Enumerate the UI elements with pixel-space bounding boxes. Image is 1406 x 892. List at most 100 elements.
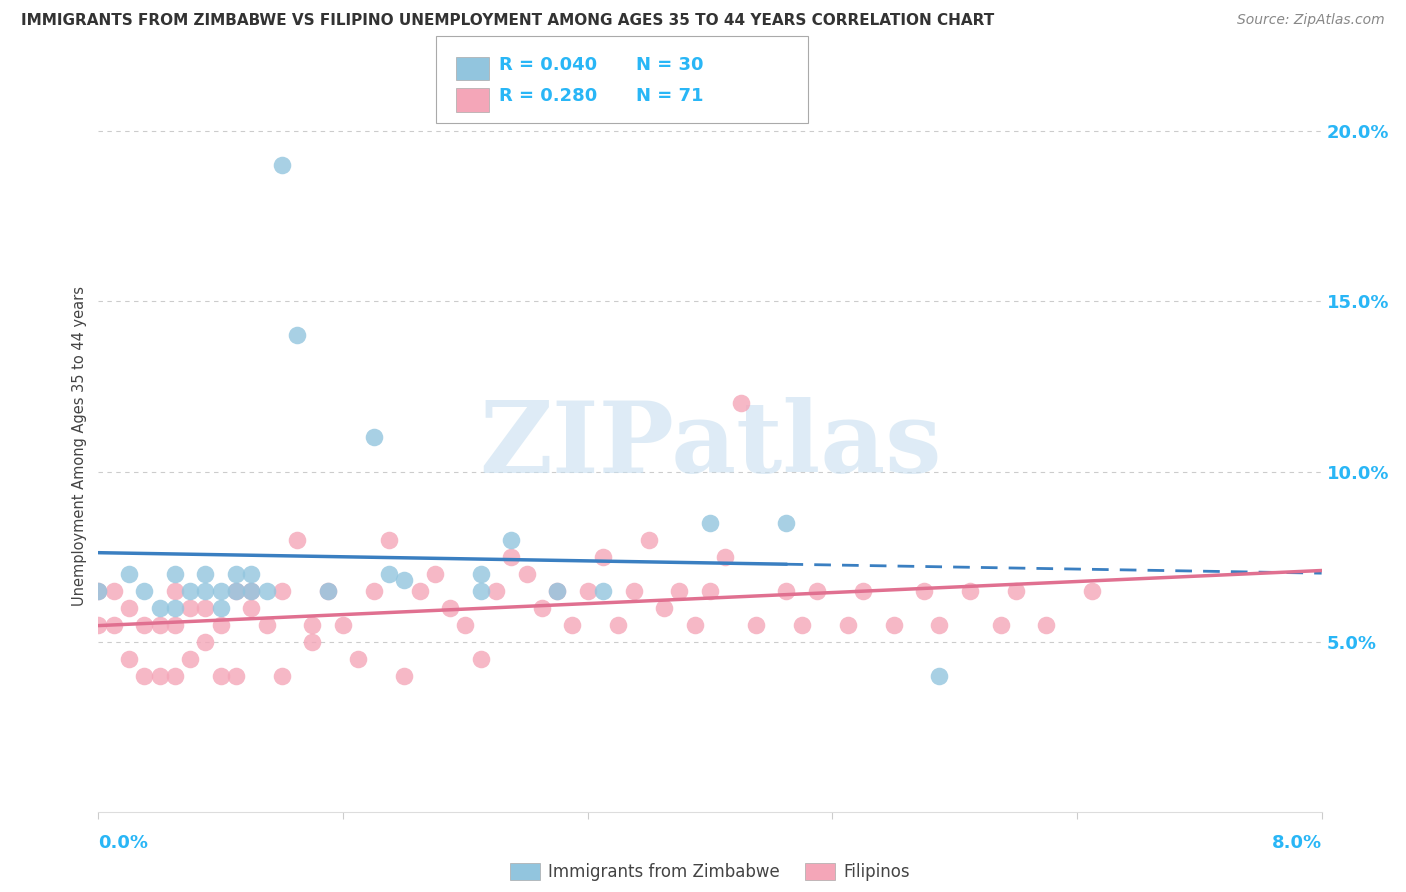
Text: IMMIGRANTS FROM ZIMBABWE VS FILIPINO UNEMPLOYMENT AMONG AGES 35 TO 44 YEARS CORR: IMMIGRANTS FROM ZIMBABWE VS FILIPINO UNE… — [21, 13, 994, 29]
Text: ZIPatlas: ZIPatlas — [479, 398, 941, 494]
Point — [118, 651, 141, 665]
Point — [959, 583, 981, 598]
Point — [928, 668, 950, 682]
Point — [149, 600, 172, 615]
Point — [378, 533, 401, 547]
Text: R = 0.280: R = 0.280 — [499, 87, 598, 104]
Point — [240, 566, 263, 581]
Point — [928, 617, 950, 632]
Point — [225, 668, 247, 682]
Point — [546, 583, 568, 598]
Point — [179, 583, 201, 598]
Point — [163, 668, 186, 682]
Point — [592, 549, 614, 564]
Point — [103, 617, 125, 632]
Point — [194, 600, 217, 615]
Point — [103, 583, 125, 598]
Point — [209, 668, 232, 682]
Point — [423, 566, 446, 581]
Point — [454, 617, 477, 632]
Point — [745, 617, 768, 632]
Point — [485, 583, 508, 598]
Point — [1081, 583, 1104, 598]
Point — [134, 583, 156, 598]
Point — [470, 583, 492, 598]
Point — [516, 566, 538, 581]
Point — [392, 668, 416, 682]
Point — [163, 583, 186, 598]
Point — [179, 600, 201, 615]
Point — [301, 617, 323, 632]
Point — [699, 583, 721, 598]
Point — [378, 566, 401, 581]
Point — [209, 600, 232, 615]
Point — [316, 583, 339, 598]
Point — [439, 600, 461, 615]
Point — [194, 583, 217, 598]
Text: Source: ZipAtlas.com: Source: ZipAtlas.com — [1237, 13, 1385, 28]
Text: 0.0%: 0.0% — [98, 834, 149, 852]
Text: R = 0.040: R = 0.040 — [499, 56, 598, 74]
Text: N = 30: N = 30 — [636, 56, 703, 74]
Point — [209, 617, 232, 632]
Point — [301, 634, 323, 648]
Point — [561, 617, 583, 632]
Point — [912, 583, 935, 598]
Point — [683, 617, 706, 632]
Point — [347, 651, 370, 665]
Point — [87, 617, 110, 632]
Point — [637, 533, 661, 547]
Point — [1004, 583, 1026, 598]
Point — [392, 574, 416, 588]
Point — [408, 583, 430, 598]
Point — [163, 566, 186, 581]
Point — [790, 617, 813, 632]
Point — [118, 600, 141, 615]
Point — [270, 668, 294, 682]
Point — [592, 583, 614, 598]
Point — [852, 583, 875, 598]
Point — [118, 566, 141, 581]
Point — [883, 617, 905, 632]
Point — [530, 600, 553, 615]
Point — [285, 533, 308, 547]
Point — [240, 583, 263, 598]
Point — [714, 549, 737, 564]
Point — [699, 516, 721, 530]
Point — [194, 566, 217, 581]
Point — [163, 617, 186, 632]
Legend: Immigrants from Zimbabwe, Filipinos: Immigrants from Zimbabwe, Filipinos — [503, 856, 917, 888]
Point — [316, 583, 339, 598]
Point — [775, 583, 797, 598]
Point — [256, 617, 278, 632]
Point — [837, 617, 859, 632]
Point — [363, 583, 385, 598]
Point — [225, 583, 247, 598]
Point — [270, 158, 294, 172]
Point — [668, 583, 690, 598]
Point — [134, 617, 156, 632]
Point — [990, 617, 1012, 632]
Point — [501, 549, 523, 564]
Point — [470, 566, 492, 581]
Point — [240, 583, 263, 598]
Point — [134, 668, 156, 682]
Point — [285, 328, 308, 343]
Point — [149, 617, 172, 632]
Point — [1035, 617, 1057, 632]
Point — [652, 600, 675, 615]
Point — [332, 617, 354, 632]
Point — [87, 583, 110, 598]
Point — [149, 668, 172, 682]
Point — [623, 583, 645, 598]
Text: N = 71: N = 71 — [636, 87, 703, 104]
Point — [179, 651, 201, 665]
Point — [270, 583, 294, 598]
Point — [225, 566, 247, 581]
Point — [256, 583, 278, 598]
Point — [225, 583, 247, 598]
Point — [775, 516, 797, 530]
Point — [470, 651, 492, 665]
Text: 8.0%: 8.0% — [1271, 834, 1322, 852]
Point — [730, 396, 752, 410]
